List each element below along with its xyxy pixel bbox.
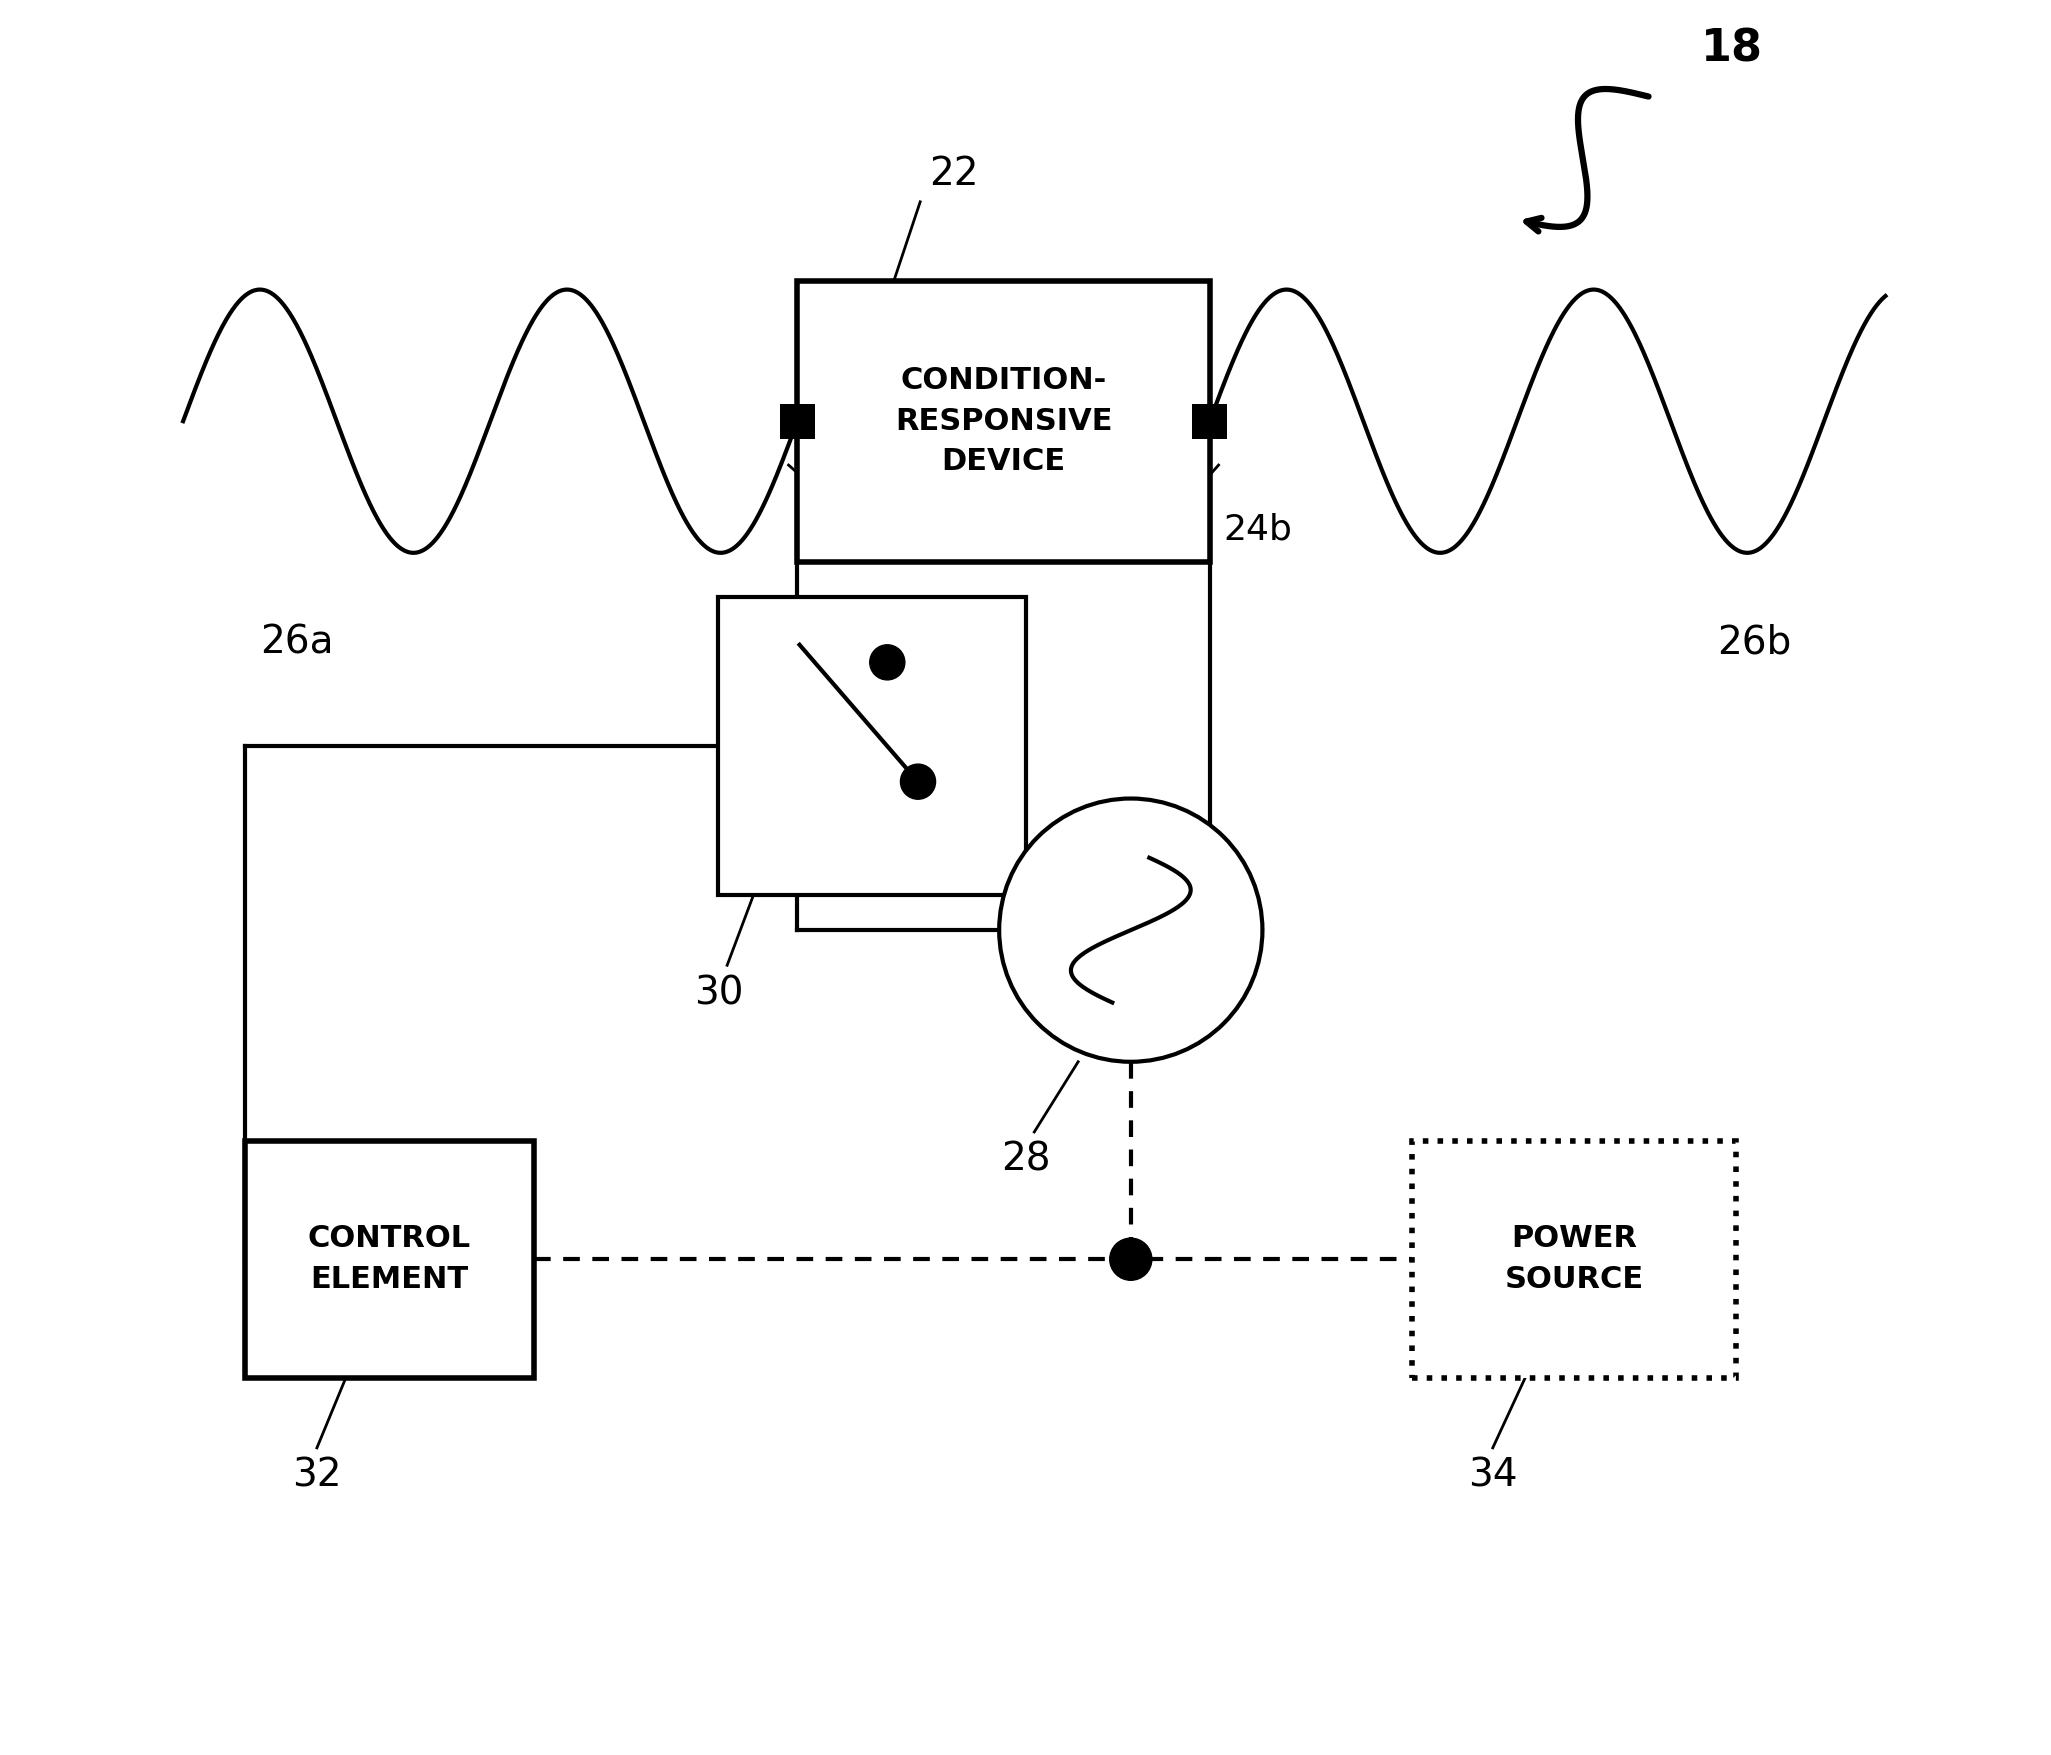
Bar bbox=[1192, 404, 1226, 439]
Text: 24b: 24b bbox=[1224, 512, 1292, 546]
Text: 26b: 26b bbox=[1717, 623, 1791, 662]
Text: 22: 22 bbox=[929, 154, 978, 193]
Text: 26a: 26a bbox=[260, 623, 334, 662]
Text: CONTROL
ELEMENT: CONTROL ELEMENT bbox=[308, 1225, 472, 1293]
Circle shape bbox=[900, 763, 935, 799]
Bar bbox=[1411, 1141, 1737, 1378]
Text: 34: 34 bbox=[1469, 1457, 1518, 1495]
Circle shape bbox=[1110, 1239, 1153, 1281]
Bar bbox=[798, 281, 1210, 562]
Text: CONDITION-
RESPONSIVE
DEVICE: CONDITION- RESPONSIVE DEVICE bbox=[894, 367, 1112, 476]
Circle shape bbox=[870, 644, 904, 679]
Circle shape bbox=[999, 799, 1263, 1062]
Bar bbox=[718, 597, 1026, 895]
Text: 18: 18 bbox=[1700, 26, 1764, 70]
Text: 30: 30 bbox=[693, 974, 742, 1013]
Text: 24a: 24a bbox=[820, 512, 888, 546]
Text: 28: 28 bbox=[1001, 1141, 1050, 1179]
Bar bbox=[244, 1141, 533, 1378]
Text: POWER
SOURCE: POWER SOURCE bbox=[1503, 1225, 1643, 1293]
Text: 32: 32 bbox=[291, 1457, 343, 1495]
Bar bbox=[779, 404, 814, 439]
